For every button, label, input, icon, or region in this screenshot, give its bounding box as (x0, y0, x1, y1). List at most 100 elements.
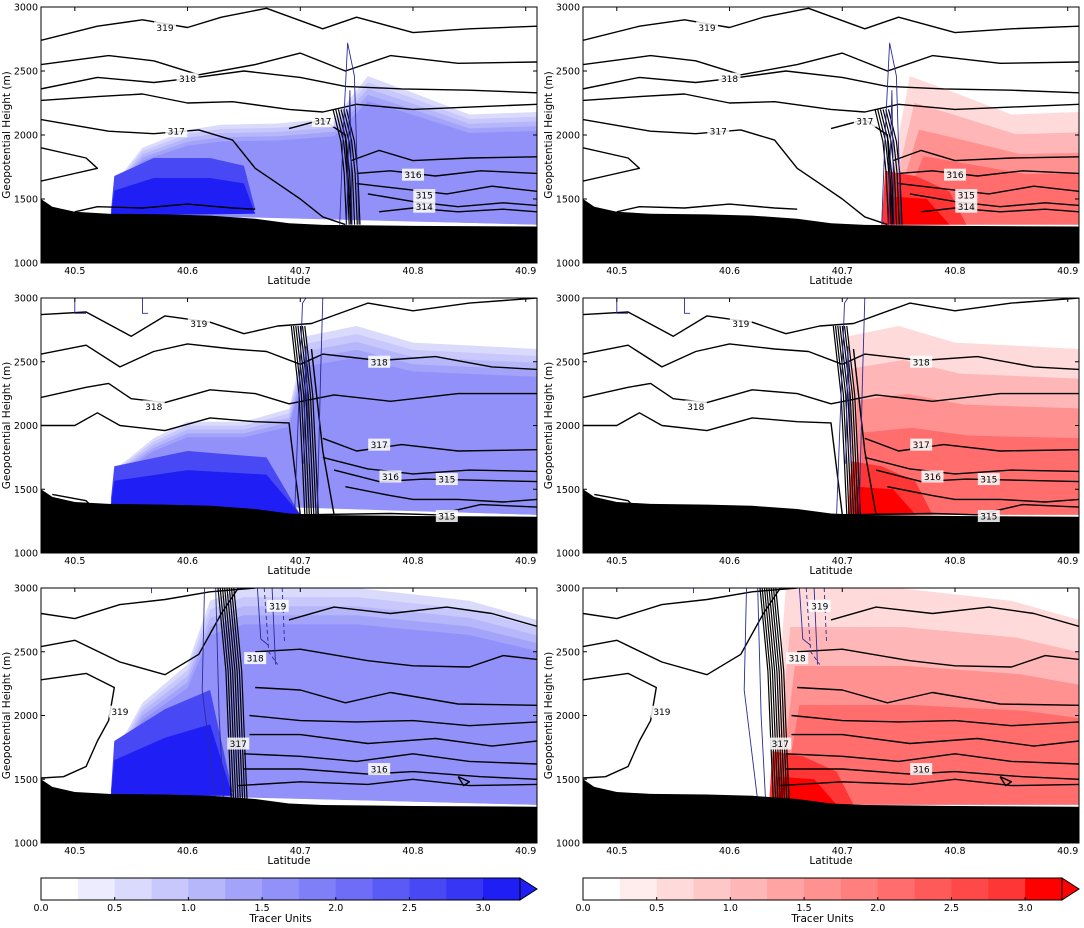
theta-contour (772, 588, 788, 805)
contour-label: 319 (698, 24, 715, 34)
x-axis-label: Latitude (809, 275, 852, 287)
wind-contour (684, 298, 691, 314)
wind-contour-dashed (263, 588, 279, 665)
theta-contour (233, 588, 248, 805)
colorbar-swatch (619, 878, 658, 900)
theta-contour (775, 588, 790, 805)
theta-contour (41, 588, 256, 620)
theta-contour (41, 118, 346, 226)
x-tick-label: 40.5 (606, 846, 627, 857)
theta-contour (74, 203, 256, 213)
theta-contour (583, 118, 888, 226)
contour-label: 316 (924, 473, 941, 483)
y-axis-label: Geopotential Height (m) (543, 362, 555, 490)
y-tick-label: 2500 (556, 67, 580, 78)
colorbar-swatch (840, 878, 879, 900)
theta-contour (238, 778, 537, 787)
theta-contour (846, 325, 861, 515)
contour-label-bg (266, 599, 289, 612)
panel-bottom-right: 319 318 319 317 316 40.5 40.6 40.7 40.8 40.9 1000 1… (543, 584, 1080, 867)
contour-label: 319 (269, 602, 286, 612)
contour-label-bg (944, 168, 966, 181)
theta-contour (830, 118, 894, 225)
x-tick-label: 40.6 (719, 266, 740, 277)
theta-contour (583, 93, 1079, 113)
theta-contour (41, 147, 99, 182)
panel-middle-left: 319 318 318 317 316 315 315 40.5 40.6 40.7 40.8 40.… (1, 294, 538, 577)
y-tick-label: 2500 (556, 357, 580, 368)
tracer-core-max (110, 724, 233, 796)
contour-label-bg (910, 763, 933, 776)
colorbar-swatch (151, 878, 189, 900)
colorbar-swatch (262, 878, 300, 900)
plot-area: 319 318 319 317 316 (583, 588, 1079, 843)
colorbar-tick-label: 0.0 (33, 903, 48, 914)
tracer-core-max (887, 196, 950, 225)
contour-label: 316 (404, 171, 421, 181)
contour-label: 316 (382, 473, 399, 483)
contour-label: 317 (913, 441, 930, 451)
y-tick-label: 1000 (14, 549, 38, 560)
contour-label: 318 (687, 403, 704, 413)
theta-contour (921, 207, 1079, 213)
contour-label: 315 (980, 513, 997, 523)
x-axis-label: Latitude (809, 565, 852, 577)
colorbar-swatch (41, 878, 79, 900)
wind-contour (845, 346, 852, 464)
x-tick-label: 40.6 (719, 846, 740, 857)
theta-contour (864, 456, 1079, 475)
contour-label: 317 (230, 740, 247, 750)
colorbar-swatch (804, 878, 842, 900)
colorbar-tick-label: 1.0 (181, 903, 196, 914)
colorbar-tick-label: 0.5 (107, 903, 122, 914)
x-tick-label: 40.8 (402, 556, 423, 567)
y-tick-label: 3000 (14, 584, 38, 595)
theta-contour (299, 325, 315, 515)
theta-contour (41, 672, 116, 779)
theta-contour (333, 469, 537, 483)
contour-label-bg (368, 438, 391, 451)
x-tick-label: 40.7 (290, 266, 311, 277)
colorbar-swatch (372, 878, 410, 900)
plot-area: 319 318 318 317 316 315 315 (41, 298, 537, 553)
theta-contour (219, 588, 235, 805)
theta-contour (797, 648, 1079, 668)
x-tick-label: 40.6 (177, 266, 198, 277)
theta-contour (255, 686, 537, 706)
y-tick-label: 2000 (556, 131, 580, 142)
contour-label-bg (808, 599, 831, 612)
colorbar-swatch (767, 878, 805, 900)
y-tick-label: 2500 (14, 647, 38, 658)
wind-contour (256, 588, 269, 646)
contour-label: 318 (913, 358, 930, 368)
colorbar-frame (582, 877, 1063, 901)
theta-contour (41, 70, 537, 94)
contour-label-bg (244, 652, 267, 665)
x-tick-label: 40.9 (515, 846, 536, 857)
theta-contour (226, 588, 242, 805)
colorbar-label: Tracer Units (248, 913, 311, 925)
tracer-core-max (774, 776, 837, 805)
wind-contour (215, 588, 225, 801)
theta-contour (41, 93, 537, 113)
y-tick-label: 2500 (14, 67, 38, 78)
contour-label: 315 (958, 192, 975, 202)
theta-contour (457, 776, 471, 787)
contour-label-bg (108, 705, 131, 718)
x-tick-label: 40.5 (64, 266, 85, 277)
contour-label: 316 (371, 766, 388, 776)
contour-label: 319 (190, 320, 207, 330)
theta-contour (290, 325, 306, 515)
colorbar-swatch (693, 878, 731, 900)
theta-contour (221, 588, 237, 805)
x-tick-label: 40.9 (1057, 846, 1078, 857)
colorbar-swatch (988, 878, 1026, 900)
colorbar-tick-label: 1.0 (723, 903, 738, 914)
colorbar-tick-label: 1.5 (797, 903, 812, 914)
terrain (583, 489, 1079, 553)
contour-label-bg (379, 470, 402, 483)
x-tick-label: 40.6 (177, 846, 198, 857)
contour-label: 318 (371, 358, 388, 368)
y-tick-label: 1500 (556, 195, 580, 206)
